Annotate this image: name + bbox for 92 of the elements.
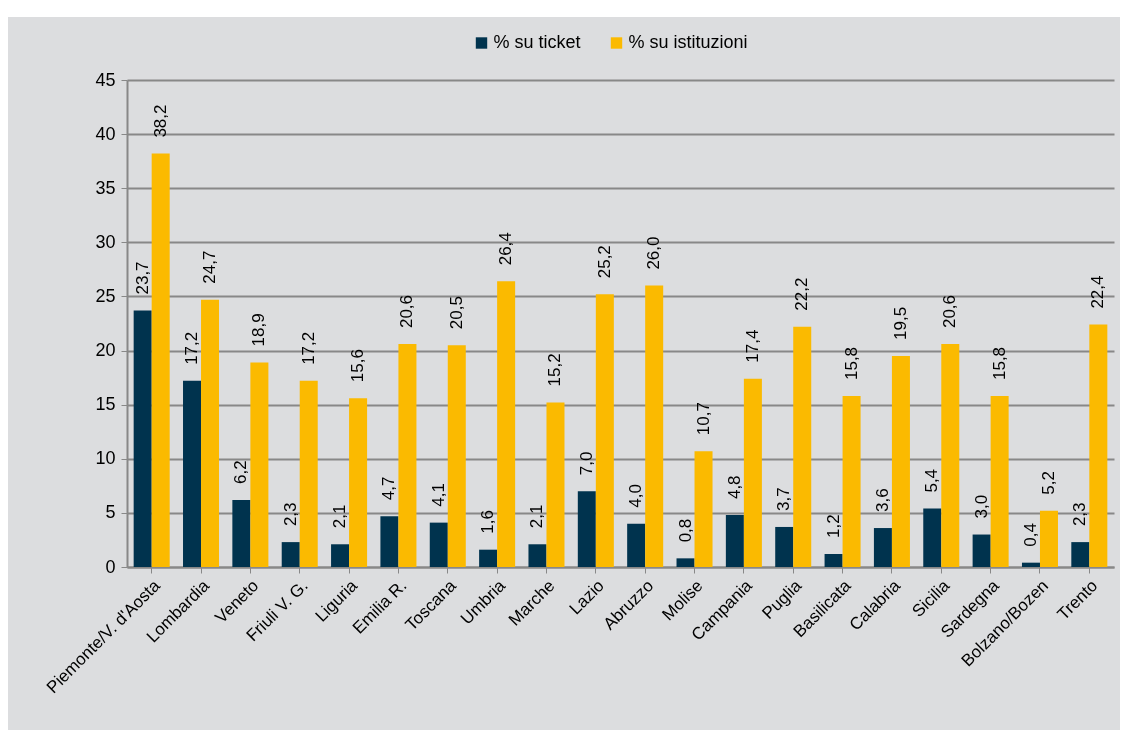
- bar: [447, 345, 466, 567]
- data-label: 25,2: [594, 245, 614, 279]
- data-label: 0,8: [675, 518, 695, 543]
- bar: [645, 285, 664, 567]
- data-label: 4,0: [626, 484, 646, 508]
- data-label: 19,5: [890, 306, 910, 340]
- data-label: 17,4: [742, 329, 762, 363]
- bar: [694, 451, 713, 567]
- bar: [429, 522, 448, 567]
- bar: [676, 558, 695, 567]
- y-tick-label: 35: [95, 177, 116, 198]
- bar: [577, 491, 596, 567]
- y-tick-label: 15: [95, 394, 116, 415]
- bar: [923, 508, 942, 567]
- bar: [873, 528, 892, 567]
- bar: [793, 326, 812, 567]
- bar: [398, 344, 417, 567]
- bar: [627, 523, 646, 567]
- y-tick-label: 45: [95, 69, 116, 90]
- data-label: 18,9: [249, 313, 269, 347]
- data-label: 1,2: [823, 514, 843, 539]
- data-label: 15,8: [841, 346, 861, 381]
- bar: [972, 534, 991, 567]
- data-label: 6,2: [231, 460, 251, 484]
- data-label: 24,7: [200, 250, 220, 284]
- y-tick-label: 5: [105, 502, 116, 523]
- bar: [497, 281, 516, 567]
- y-tick-label: 10: [95, 448, 116, 469]
- data-label: 7,0: [576, 451, 596, 476]
- data-label: 5,2: [1038, 471, 1058, 495]
- bar: [299, 380, 318, 567]
- bar: [183, 380, 202, 567]
- data-label: 0,4: [1020, 523, 1040, 547]
- bar: [725, 515, 744, 567]
- bar: [133, 310, 152, 567]
- data-label: 5,4: [922, 468, 942, 493]
- bar: [201, 299, 220, 567]
- bar: [479, 549, 498, 567]
- bar: [546, 402, 565, 567]
- y-tick-label: 20: [95, 340, 116, 361]
- bar: [595, 294, 614, 567]
- data-label: 17,2: [298, 331, 318, 365]
- bar: [281, 542, 300, 567]
- bar: [1021, 562, 1040, 567]
- data-label: 38,2: [150, 104, 170, 138]
- legend-label: % su istituzioni: [628, 32, 748, 52]
- data-label: 23,7: [132, 261, 152, 295]
- y-tick-label: 40: [95, 123, 116, 144]
- legend-label: % su ticket: [493, 32, 581, 52]
- data-label: 3,6: [872, 488, 892, 513]
- data-label: 10,7: [693, 402, 713, 436]
- bar: [824, 554, 843, 567]
- data-label: 22,2: [792, 277, 812, 311]
- data-label: 26,4: [496, 232, 516, 266]
- bar: [891, 355, 910, 567]
- bar: [232, 499, 251, 567]
- data-label: 15,8: [989, 346, 1009, 381]
- bar: [349, 398, 368, 567]
- data-label: 2,3: [280, 502, 300, 527]
- data-label: 15,6: [348, 349, 368, 383]
- data-label: 3,7: [774, 487, 794, 511]
- data-label: 20,5: [446, 296, 466, 330]
- bar: [1039, 510, 1058, 567]
- data-label: 3,0: [971, 494, 991, 519]
- data-label: 1,6: [478, 510, 498, 534]
- y-tick-label: 25: [95, 285, 116, 306]
- data-label: 4,8: [724, 475, 744, 500]
- data-label: 2,1: [527, 504, 547, 529]
- bar: [1071, 542, 1090, 567]
- data-label: 4,7: [379, 476, 399, 501]
- data-label: 17,2: [182, 331, 202, 365]
- bar: [528, 544, 547, 567]
- bar: [743, 378, 762, 567]
- y-tick-label: 30: [95, 231, 116, 252]
- bar: [941, 344, 960, 567]
- data-label: 22,4: [1088, 275, 1108, 309]
- data-label: 2,1: [330, 504, 350, 529]
- bar: [250, 362, 269, 567]
- bar: [331, 544, 350, 567]
- bar: [842, 396, 861, 567]
- bar: [151, 153, 170, 567]
- y-tick-label: 0: [105, 556, 116, 577]
- bar: [775, 526, 794, 567]
- bar: [1089, 324, 1108, 567]
- data-label: 2,3: [1070, 502, 1090, 527]
- data-label: 20,6: [940, 294, 960, 329]
- bar: [380, 516, 399, 567]
- bar: [990, 396, 1009, 567]
- data-label: 20,6: [397, 294, 417, 329]
- data-label: 26,0: [644, 236, 664, 270]
- data-label: 4,1: [428, 482, 448, 507]
- data-label: 15,2: [545, 353, 565, 387]
